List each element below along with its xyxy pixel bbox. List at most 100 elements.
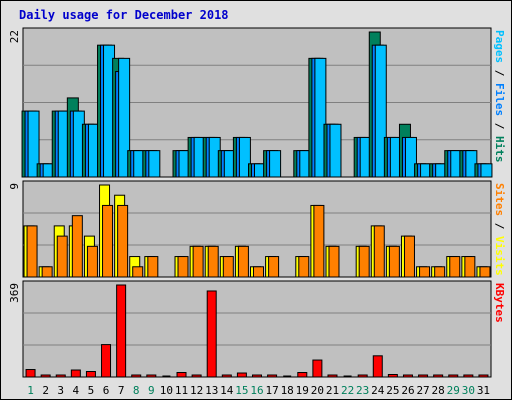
bottom-panel <box>22 280 492 378</box>
day-label-3: 3 <box>57 384 64 397</box>
top-bar-pages-day-7 <box>118 57 131 178</box>
day-label-13: 13 <box>205 384 218 397</box>
top-bar-pages-day-26 <box>404 136 417 178</box>
day-label-16: 16 <box>250 384 263 397</box>
day-label-2: 2 <box>42 384 49 397</box>
day-label-10: 10 <box>160 384 173 397</box>
bottom-legend-label: KBytes <box>493 283 506 323</box>
legend-part: Pages <box>493 30 506 63</box>
middle-bar-sites-day-19 <box>298 256 310 278</box>
middle-legend-label: Sites / Visits <box>493 183 506 276</box>
day-label-18: 18 <box>281 384 294 397</box>
bottom-bar-kbytes-day-12 <box>191 374 202 378</box>
middle-bar-sites-day-11 <box>177 256 189 278</box>
middle-bar-sites-day-2 <box>41 266 53 278</box>
day-label-17: 17 <box>265 384 278 397</box>
day-label-15: 15 <box>235 384 248 397</box>
bottom-bar-kbytes-day-6 <box>101 344 112 378</box>
day-label-1: 1 <box>27 384 34 397</box>
bottom-bar-kbytes-day-28 <box>433 374 444 378</box>
middle-bar-sites-day-16 <box>253 266 264 278</box>
top-bar-pages-day-15 <box>238 136 251 178</box>
bottom-bar-kbytes-day-24 <box>372 355 383 378</box>
middle-bar-sites-day-7 <box>117 204 129 278</box>
bottom-bar-kbytes-day-13 <box>206 290 217 378</box>
bottom-bar-kbytes-day-9 <box>146 374 157 378</box>
middle-bar-sites-day-9 <box>147 256 159 278</box>
middle-bar-sites-day-20 <box>313 204 325 278</box>
bottom-bar-kbytes-day-1 <box>25 369 36 378</box>
middle-bar-sites-day-21 <box>328 245 340 278</box>
legend-part: Visits <box>493 236 506 276</box>
middle-bar-sites-day-27 <box>419 266 431 278</box>
bottom-max-label: 369 <box>8 283 21 303</box>
day-label-30: 30 <box>462 384 475 397</box>
top-bar-pages-day-24 <box>374 44 387 178</box>
bottom-bar-kbytes-day-4 <box>70 369 81 378</box>
legend-part: / <box>493 216 506 236</box>
middle-bar-sites-day-23 <box>358 245 370 278</box>
middle-bar-sites-day-5 <box>86 245 98 278</box>
day-label-19: 19 <box>296 384 309 397</box>
bottom-bar-kbytes-day-20 <box>312 359 323 378</box>
day-label-4: 4 <box>73 384 80 397</box>
day-label-7: 7 <box>118 384 125 397</box>
legend-part: KBytes <box>493 283 506 323</box>
bottom-bar-kbytes-day-25 <box>387 374 398 378</box>
bottom-bar-kbytes-day-7 <box>116 284 127 378</box>
top-legend-label: Pages / Files / Hits <box>493 30 506 163</box>
middle-bar-sites-day-28 <box>434 266 446 278</box>
middle-bar-sites-day-13 <box>207 245 219 278</box>
middle-bar-sites-day-14 <box>222 256 234 278</box>
day-label-14: 14 <box>220 384 234 397</box>
middle-bar-sites-day-6 <box>102 204 114 278</box>
legend-part: Hits <box>493 136 506 163</box>
day-label-21: 21 <box>326 384 339 397</box>
middle-bar-sites-day-17 <box>268 256 280 278</box>
legend-part: / <box>493 116 506 136</box>
bottom-bar-kbytes-day-11 <box>176 372 187 378</box>
bottom-bar-kbytes-day-15 <box>236 372 247 378</box>
middle-bar-sites-day-15 <box>237 245 249 278</box>
day-label-12: 12 <box>190 384 203 397</box>
middle-bar-sites-day-26 <box>403 235 415 278</box>
day-label-27: 27 <box>416 384 429 397</box>
middle-bar-sites-day-30 <box>464 256 476 278</box>
bottom-bar-kbytes-day-17 <box>267 374 278 378</box>
bottom-bar-kbytes-day-31 <box>478 374 489 378</box>
day-label-22: 22 <box>341 384 354 397</box>
middle-bar-sites-day-12 <box>192 245 204 278</box>
top-bar-pages-day-17 <box>269 150 282 178</box>
top-bar-pages-day-1 <box>27 110 40 178</box>
bottom-bar-kbytes-day-2 <box>40 374 51 378</box>
top-bar-pages-day-9 <box>148 150 161 178</box>
bottom-bar-kbytes-day-27 <box>418 374 429 378</box>
top-bar-pages-day-31 <box>480 163 493 178</box>
day-label-26: 26 <box>401 384 414 397</box>
bottom-bar-kbytes-day-29 <box>448 374 459 378</box>
day-label-6: 6 <box>103 384 110 397</box>
top-bar-pages-day-21 <box>329 123 342 178</box>
middle-bar-sites-day-24 <box>373 225 385 278</box>
day-label-29: 29 <box>447 384 460 397</box>
day-label-23: 23 <box>356 384 369 397</box>
bottom-bar-kbytes-day-8 <box>131 374 142 378</box>
day-label-25: 25 <box>386 384 399 397</box>
day-label-8: 8 <box>133 384 140 397</box>
top-bar-pages-day-20 <box>314 57 327 178</box>
middle-max-label: 9 <box>8 183 21 190</box>
middle-bar-sites-day-4 <box>71 215 83 278</box>
day-label-20: 20 <box>311 384 324 397</box>
bottom-bar-kbytes-day-14 <box>221 374 232 378</box>
chart-title: Daily usage for December 2018 <box>19 8 229 22</box>
middle-bar-sites-day-29 <box>449 256 461 278</box>
bottom-bar-kbytes-day-3 <box>55 374 66 378</box>
legend-part: / <box>493 63 506 83</box>
middle-bar-sites-day-31 <box>479 266 491 278</box>
middle-bar-sites-day-25 <box>388 245 400 278</box>
day-label-11: 11 <box>175 384 188 397</box>
bottom-bar-kbytes-day-16 <box>252 374 262 378</box>
legend-part: Files <box>493 83 506 116</box>
